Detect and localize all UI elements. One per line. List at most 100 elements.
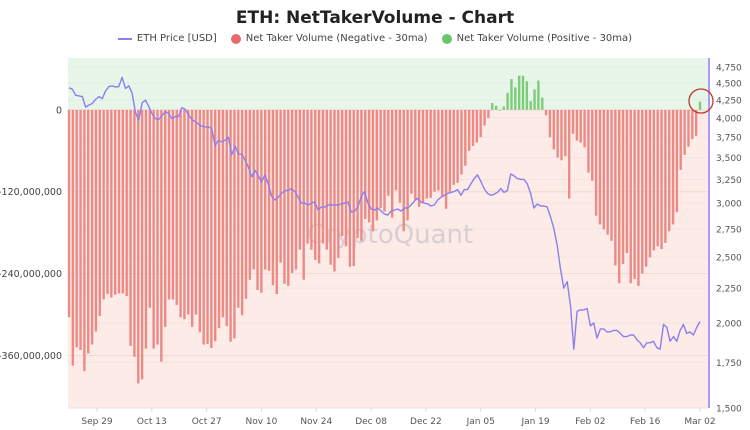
bar-negative [148, 109, 151, 308]
x-axis-tick-label: Sep 29 [81, 417, 113, 427]
bar-negative [121, 109, 125, 294]
bar-negative [610, 109, 613, 241]
bar-negative [98, 109, 101, 316]
bar-negative [437, 109, 440, 191]
bar-negative [190, 109, 194, 327]
bar-negative [175, 109, 178, 305]
bar-positive [521, 75, 525, 110]
legend-item-eth-price[interactable]: ETH Price [USD] [117, 33, 217, 44]
bar-negative [410, 109, 413, 194]
bar-negative [475, 109, 479, 143]
bar-negative [360, 109, 363, 241]
bar-negative [467, 109, 471, 151]
bar-negative [460, 109, 463, 175]
right-axis-tick-label: 3,750 [716, 134, 742, 144]
bar-negative [275, 109, 278, 295]
bar-positive [529, 100, 532, 110]
bar-positive [533, 89, 536, 110]
bar-negative [444, 109, 448, 209]
bar-negative [668, 109, 671, 232]
right-axis-tick-label: 1,750 [716, 359, 742, 369]
bar-negative [244, 109, 248, 299]
bar-negative [167, 109, 171, 300]
bar-positive [537, 80, 540, 110]
bar-negative [110, 109, 113, 298]
bar-positive [517, 75, 521, 110]
right-axis-tick-label: 2,000 [716, 319, 742, 329]
bar-negative [260, 109, 263, 293]
bar-positive [510, 79, 513, 110]
bar-negative [294, 109, 298, 270]
bar-negative [625, 109, 629, 254]
bar-negative [117, 109, 121, 294]
bar-negative [225, 109, 228, 327]
bar-negative [448, 109, 452, 192]
bar-negative [652, 109, 656, 251]
bar-negative [402, 109, 405, 232]
bar-negative [456, 109, 459, 183]
right-axis-tick-label: 2,250 [716, 285, 742, 295]
bar-negative [587, 109, 590, 173]
bar-negative [390, 109, 394, 218]
left-axis-tick-label: 0 [56, 105, 62, 116]
bar-negative [206, 109, 209, 344]
bar-negative [564, 109, 567, 157]
bar-negative [452, 109, 455, 185]
bar-negative [433, 109, 436, 192]
x-axis-tick-label: Feb 02 [575, 417, 605, 427]
bar-negative [256, 109, 259, 290]
highlight-circle-annotation [688, 88, 714, 114]
legend-item-positive[interactable]: Net Taker Volume (Positive - 30ma) [441, 33, 633, 44]
bar-negative [337, 109, 340, 258]
bar-negative [314, 109, 317, 260]
bar-negative [379, 109, 382, 209]
legend-label: Net Taker Volume (Positive - 30ma) [456, 33, 633, 44]
left-axis-tick-label: -360,000,000 [0, 351, 62, 362]
bar-negative [90, 109, 94, 345]
right-axis-tick-label: 4,750 [716, 64, 742, 74]
bar-negative [71, 109, 75, 366]
bar-negative [102, 109, 105, 300]
bar-negative [140, 109, 144, 380]
legend-item-negative[interactable]: Net Taker Volume (Negative - 30ma) [230, 33, 428, 44]
bar-negative [283, 109, 286, 284]
bar-negative [252, 109, 255, 270]
bar-negative [67, 109, 71, 318]
bar-positive [502, 106, 505, 110]
bar-negative [302, 109, 305, 280]
bar-negative [618, 109, 621, 284]
x-axis-tick-label: Nov 24 [300, 417, 332, 427]
bar-negative [483, 109, 486, 126]
right-axis-tick-label: 4,250 [716, 97, 742, 107]
bar-negative [298, 109, 302, 250]
bar-negative [237, 109, 240, 308]
bar-negative [656, 109, 659, 247]
bar-negative [548, 109, 552, 138]
bar-negative [387, 109, 390, 196]
eth-price-line [68, 76, 701, 350]
bar-negative [163, 109, 167, 327]
bar-negative [233, 109, 236, 339]
bar-negative [240, 109, 244, 316]
bar-negative [371, 109, 375, 232]
bar-negative [171, 109, 175, 300]
bar-negative [583, 109, 586, 148]
right-axis-tick-label: 4,500 [716, 80, 742, 90]
bar-negative [683, 109, 686, 155]
bar-negative [214, 109, 217, 342]
bar-negative [356, 109, 359, 239]
legend-dot-icon [230, 33, 241, 44]
bar-negative [644, 109, 648, 267]
bar-negative [694, 109, 698, 136]
bar-negative [614, 109, 617, 266]
bar-negative [406, 109, 409, 221]
bar-negative [129, 109, 132, 346]
bar-negative [479, 109, 482, 138]
bar-negative [487, 109, 490, 119]
legend-dot-icon [441, 33, 452, 44]
bar-negative [321, 109, 325, 244]
bar-negative [641, 109, 644, 274]
bar-negative [137, 109, 140, 384]
bar-negative [187, 109, 190, 315]
